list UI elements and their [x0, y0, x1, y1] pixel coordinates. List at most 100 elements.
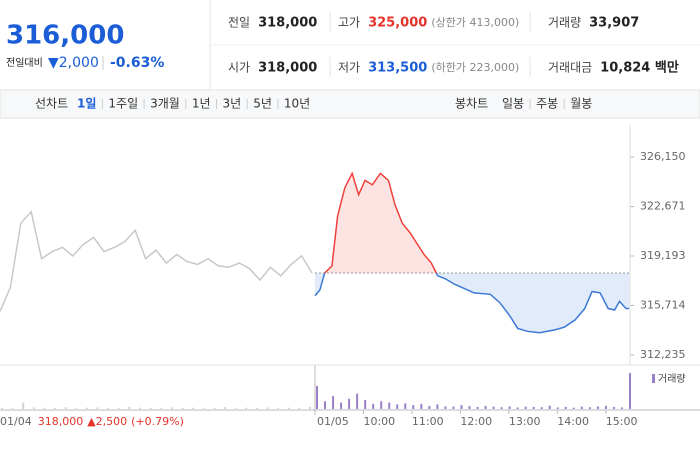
summary-value: 10,824 백만 — [600, 60, 679, 76]
previous-volume-bar — [54, 407, 57, 409]
volume-bar — [380, 401, 383, 409]
previous-volume-bar — [128, 406, 131, 409]
previous-volume-bar — [255, 407, 258, 409]
volume-bar — [460, 405, 463, 409]
volume-bar — [492, 406, 495, 409]
volume-bar — [428, 405, 431, 409]
summary-label: 거래대금 — [548, 61, 592, 75]
period-button[interactable]: 3개월 — [150, 97, 180, 111]
previous-volume-bar — [234, 408, 237, 409]
period-button[interactable]: 1주일 — [108, 97, 138, 111]
volume-bar — [604, 405, 607, 409]
volume-bar — [388, 402, 391, 409]
previous-volume-bar — [149, 407, 152, 409]
volume-bar — [452, 406, 455, 409]
y-tick-label: 322,671 — [640, 200, 686, 213]
previous-volume-bar — [181, 407, 184, 409]
volume-bar — [572, 407, 575, 409]
summary-extra: (하한가 223,000) — [431, 60, 519, 74]
previous-volume-bar — [287, 407, 290, 409]
volume-bar — [404, 403, 407, 409]
volume-bar — [500, 407, 503, 409]
volume-bar — [540, 407, 543, 409]
volume-bar — [468, 406, 471, 409]
previous-close: 318,000 — [38, 415, 84, 428]
price-line-down — [314, 272, 630, 334]
summary-label: 저가 — [338, 61, 360, 75]
period-button[interactable]: 일봉 — [502, 97, 524, 111]
y-tick-label: 326,150 — [640, 150, 686, 163]
period-button[interactable]: 월봉 — [570, 97, 592, 111]
volume-bar — [532, 406, 535, 409]
x-tick-label: 12:00 — [460, 415, 492, 428]
previous-volume-bar — [245, 407, 248, 409]
previous-date: 01/04 — [0, 415, 32, 428]
toolbar-label: 선차트 — [35, 97, 68, 111]
change-label: 전일대비 — [6, 57, 43, 69]
volume-bar — [580, 406, 583, 409]
volume-bar — [316, 385, 318, 409]
previous-volume-bar — [298, 407, 301, 409]
volume-bar — [356, 393, 359, 409]
period-button[interactable]: 5년 — [253, 97, 272, 111]
summary-label: 전일 — [228, 16, 250, 30]
volume-bar — [596, 406, 599, 409]
previous-volume-bar — [213, 407, 216, 409]
period-button[interactable]: 주봉 — [536, 97, 558, 111]
volume-bar — [396, 404, 399, 409]
summary-value: 318,000 — [258, 16, 317, 31]
previous-volume-bar — [117, 408, 120, 409]
volume-bar — [516, 407, 519, 409]
volume-bar — [588, 407, 591, 409]
previous-volume-bar — [107, 407, 110, 409]
x-tick-label: 14:00 — [557, 415, 589, 428]
summary-value: 313,500 — [368, 61, 427, 76]
previous-volume-bar — [170, 407, 173, 409]
x-tick-label: 10:00 — [363, 415, 395, 428]
change-pct: -0.63% — [110, 55, 164, 71]
previous-volume-bar — [160, 408, 163, 409]
period-button[interactable]: 1일 — [77, 97, 96, 111]
volume-bar — [332, 396, 335, 409]
period-button[interactable]: 1년 — [192, 97, 211, 111]
previous-volume-bar — [1, 407, 3, 409]
volume-bar — [340, 402, 343, 409]
previous-change-pct: (+0.79%) — [131, 415, 184, 428]
summary-extra: (상한가 413,000) — [431, 16, 519, 29]
summary-label: 시가 — [228, 61, 250, 75]
volume-bar — [324, 401, 327, 409]
period-button[interactable]: 3년 — [223, 97, 242, 111]
volume-bar — [444, 406, 447, 409]
toolbar-label: 봉차트 — [455, 97, 488, 111]
previous-volume-bar — [266, 407, 269, 409]
summary-label: 고가 — [338, 16, 360, 30]
y-tick-label: 319,193 — [640, 249, 686, 262]
previous-volume-bar — [309, 406, 311, 409]
volume-bar — [484, 405, 487, 409]
summary-value: 33,907 — [589, 16, 639, 31]
previous-volume-bar — [32, 407, 35, 409]
summary-label: 거래량 — [548, 16, 581, 30]
date-label: 01/05 — [317, 415, 349, 428]
period-button[interactable]: 10년 — [284, 97, 310, 111]
volume-bar — [364, 400, 367, 409]
volume-bar — [629, 373, 631, 409]
previous-volume-bar — [11, 408, 14, 409]
previous-volume-bar — [139, 407, 142, 409]
previous-volume-bar — [96, 407, 99, 409]
change: ▼2,000 — [48, 55, 99, 71]
area-down — [315, 272, 630, 333]
volume-bar — [372, 403, 375, 409]
volume-bar — [612, 406, 615, 409]
previous-day-line — [0, 210, 313, 312]
previous-volume-bar — [224, 407, 227, 409]
y-tick-label: 315,714 — [640, 298, 686, 311]
price-line-up — [323, 171, 438, 273]
previous-volume-bar — [202, 408, 205, 409]
legend-swatch — [652, 374, 655, 383]
volume-bar — [564, 406, 567, 409]
volume-bar — [556, 407, 559, 409]
previous-change: ▲2,500 — [87, 415, 127, 428]
